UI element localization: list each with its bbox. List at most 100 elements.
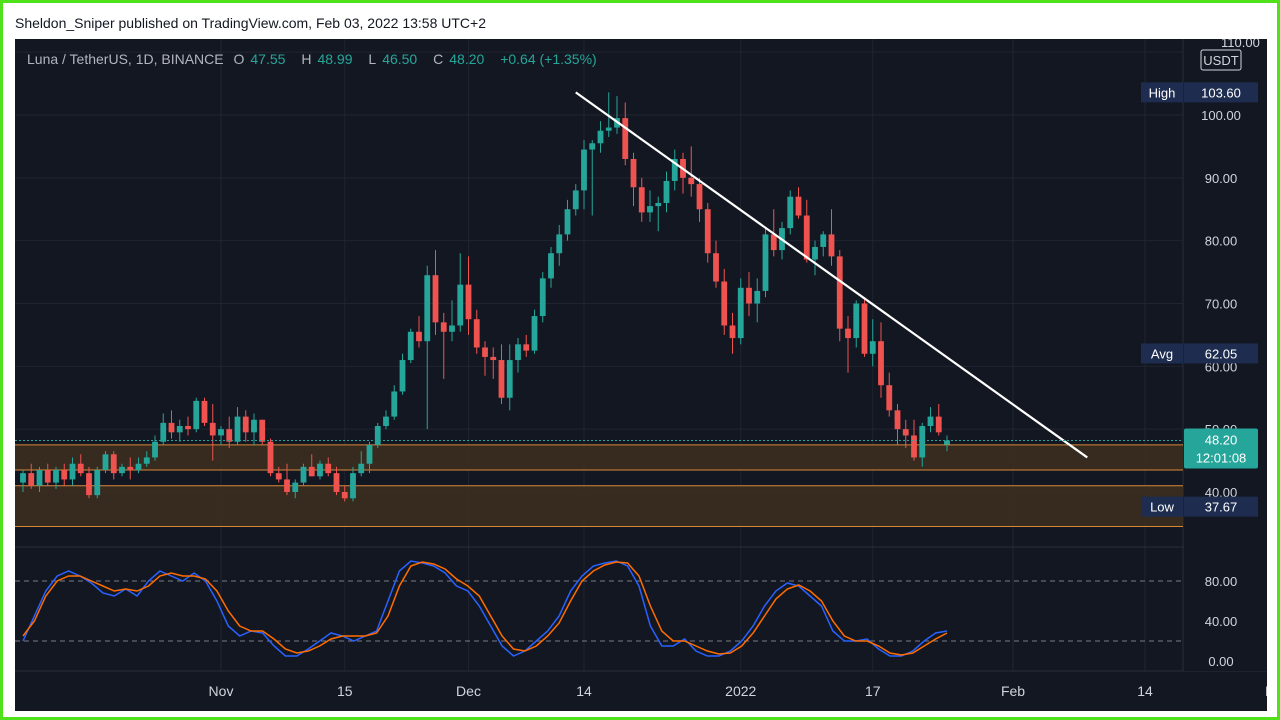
- candle[interactable]: [391, 385, 398, 420]
- candle[interactable]: [61, 463, 68, 486]
- candle[interactable]: [143, 451, 150, 467]
- candle[interactable]: [482, 341, 488, 376]
- candle[interactable]: [721, 268, 728, 335]
- candle[interactable]: [127, 457, 134, 480]
- candle[interactable]: [820, 231, 827, 257]
- candle[interactable]: [399, 353, 406, 395]
- candle[interactable]: [110, 451, 117, 480]
- candle[interactable]: [325, 457, 332, 477]
- chart-canvas[interactable]: 110.00100.0090.0080.0070.0060.0050.0040.…: [15, 39, 1267, 711]
- candle[interactable]: [737, 278, 744, 345]
- candle[interactable]: [671, 149, 678, 191]
- candle[interactable]: [275, 466, 282, 483]
- candle[interactable]: [341, 485, 348, 502]
- candle[interactable]: [762, 228, 769, 298]
- candle[interactable]: [746, 272, 752, 317]
- symbol-name[interactable]: Luna / TetherUS, 1D, BINANCE: [27, 51, 224, 67]
- candle[interactable]: [564, 199, 571, 241]
- candle[interactable]: [267, 438, 274, 477]
- candle[interactable]: [927, 407, 934, 433]
- candle[interactable]: [193, 397, 200, 433]
- candle[interactable]: [209, 404, 216, 461]
- candle[interactable]: [919, 422, 926, 467]
- trendline[interactable]: [575, 91, 1088, 459]
- currency-badge[interactable]: [1200, 49, 1242, 71]
- candle[interactable]: [44, 463, 51, 486]
- chart-area[interactable]: 110.00100.0090.0080.0070.0060.0050.0040.…: [15, 39, 1267, 711]
- candle[interactable]: [440, 312, 447, 379]
- candle[interactable]: [556, 224, 563, 266]
- candle[interactable]: [836, 250, 843, 342]
- candle[interactable]: [292, 479, 299, 499]
- candle[interactable]: [94, 466, 101, 499]
- candle[interactable]: [251, 413, 257, 445]
- candle[interactable]: [812, 240, 818, 276]
- candle[interactable]: [473, 309, 480, 354]
- candle[interactable]: [696, 177, 703, 222]
- candle[interactable]: [449, 300, 455, 342]
- candle[interactable]: [539, 272, 546, 323]
- candle[interactable]: [168, 410, 175, 439]
- candle[interactable]: [638, 177, 645, 222]
- candle[interactable]: [506, 344, 513, 411]
- candle[interactable]: [515, 338, 521, 373]
- candle[interactable]: [218, 426, 224, 445]
- candle[interactable]: [465, 256, 472, 335]
- candle[interactable]: [894, 404, 901, 445]
- candle[interactable]: [457, 253, 464, 332]
- candle[interactable]: [581, 140, 587, 210]
- candle[interactable]: [647, 190, 653, 222]
- candle[interactable]: [548, 246, 554, 288]
- candle[interactable]: [242, 410, 249, 442]
- candle[interactable]: [69, 457, 76, 486]
- candle[interactable]: [713, 240, 719, 288]
- candle[interactable]: [729, 312, 736, 354]
- candle[interactable]: [358, 451, 365, 477]
- candle[interactable]: [317, 460, 323, 480]
- candle[interactable]: [828, 209, 835, 266]
- candle[interactable]: [861, 297, 868, 357]
- candle[interactable]: [226, 416, 233, 449]
- candle[interactable]: [135, 457, 142, 474]
- candle[interactable]: [630, 152, 637, 207]
- candle[interactable]: [383, 410, 389, 430]
- candle[interactable]: [432, 250, 439, 335]
- candle[interactable]: [572, 184, 579, 216]
- candle[interactable]: [366, 441, 373, 474]
- candle[interactable]: [102, 451, 109, 474]
- candle[interactable]: [36, 466, 43, 492]
- candle[interactable]: [886, 372, 893, 417]
- candle[interactable]: [308, 454, 315, 477]
- candle[interactable]: [86, 466, 92, 499]
- candle[interactable]: [944, 435, 950, 452]
- candle[interactable]: [374, 422, 381, 449]
- candle[interactable]: [523, 334, 530, 357]
- candle[interactable]: [160, 413, 167, 445]
- candle[interactable]: [424, 265, 431, 430]
- candle[interactable]: [119, 463, 125, 477]
- candle[interactable]: [655, 196, 662, 232]
- candle[interactable]: [597, 121, 604, 153]
- candle[interactable]: [787, 190, 794, 235]
- candle[interactable]: [490, 347, 497, 379]
- candle[interactable]: [176, 419, 183, 442]
- candle[interactable]: [407, 328, 414, 364]
- candle[interactable]: [795, 187, 802, 219]
- candle[interactable]: [416, 316, 422, 348]
- support-zone[interactable]: [15, 444, 1183, 471]
- candle[interactable]: [622, 102, 629, 166]
- candle[interactable]: [704, 202, 711, 263]
- candle[interactable]: [20, 470, 26, 492]
- candle[interactable]: [201, 397, 208, 427]
- candle[interactable]: [688, 146, 695, 197]
- candle[interactable]: [803, 199, 810, 263]
- candle[interactable]: [878, 322, 884, 398]
- candle[interactable]: [234, 407, 241, 445]
- candle[interactable]: [663, 171, 670, 213]
- candle[interactable]: [350, 466, 356, 502]
- candle[interactable]: [935, 404, 942, 436]
- candle[interactable]: [77, 454, 84, 477]
- candle[interactable]: [152, 435, 158, 461]
- candle[interactable]: [845, 316, 851, 373]
- candle[interactable]: [853, 300, 860, 348]
